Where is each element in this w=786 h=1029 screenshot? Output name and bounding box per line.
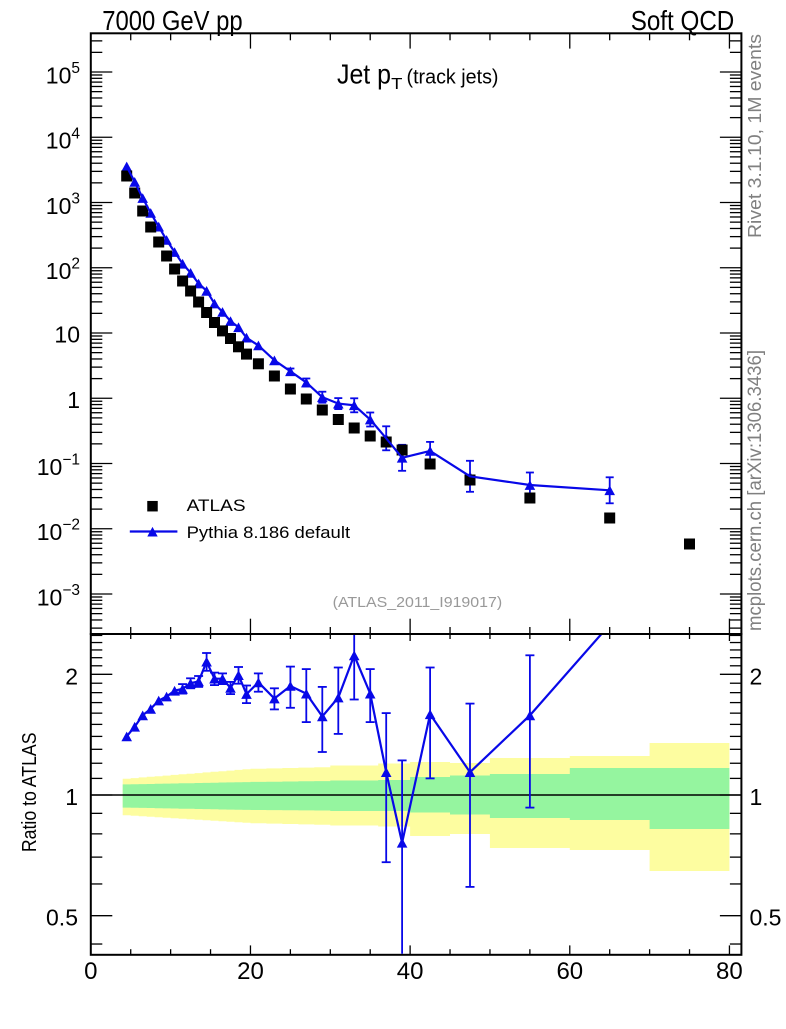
svg-text:(ATLAS_2011_I919017): (ATLAS_2011_I919017)	[333, 595, 503, 611]
svg-text:7000 GeV pp: 7000 GeV pp	[102, 5, 243, 36]
svg-text:40: 40	[397, 958, 424, 985]
svg-text:60: 60	[556, 958, 583, 985]
svg-text:10−3: 10−3	[37, 582, 80, 610]
svg-text:1: 1	[65, 784, 78, 810]
svg-text:ATLAS: ATLAS	[187, 496, 246, 515]
svg-text:0.5: 0.5	[750, 905, 782, 931]
svg-text:10: 10	[54, 322, 80, 348]
svg-text:Soft QCD: Soft QCD	[631, 5, 735, 36]
svg-text:Ratio to ATLAS: Ratio to ATLAS	[19, 733, 41, 853]
svg-text:1: 1	[67, 387, 80, 413]
svg-text:T: T	[391, 76, 403, 93]
svg-text:2: 2	[750, 663, 763, 689]
svg-text:103: 103	[46, 191, 80, 219]
svg-text:mcplots.cern.ch [arXiv:1306.34: mcplots.cern.ch [arXiv:1306.3436]	[745, 350, 766, 631]
svg-text:2: 2	[65, 663, 78, 689]
svg-text:Jet p: Jet p	[337, 59, 391, 90]
svg-text:80: 80	[716, 958, 743, 985]
svg-text:104: 104	[46, 125, 81, 153]
svg-text:10−1: 10−1	[37, 452, 80, 480]
svg-text:0: 0	[84, 958, 97, 985]
svg-text:102: 102	[46, 256, 80, 284]
svg-text:105: 105	[46, 60, 80, 88]
svg-text:Rivet 3.1.10, 1M events: Rivet 3.1.10, 1M events	[744, 34, 765, 238]
svg-text:0.5: 0.5	[46, 905, 78, 931]
svg-text:10−2: 10−2	[37, 517, 80, 545]
svg-text:1: 1	[750, 784, 763, 810]
svg-text:Pythia 8.186 default: Pythia 8.186 default	[187, 524, 351, 542]
svg-text:(track jets): (track jets)	[407, 66, 499, 89]
svg-text:20: 20	[237, 958, 264, 985]
